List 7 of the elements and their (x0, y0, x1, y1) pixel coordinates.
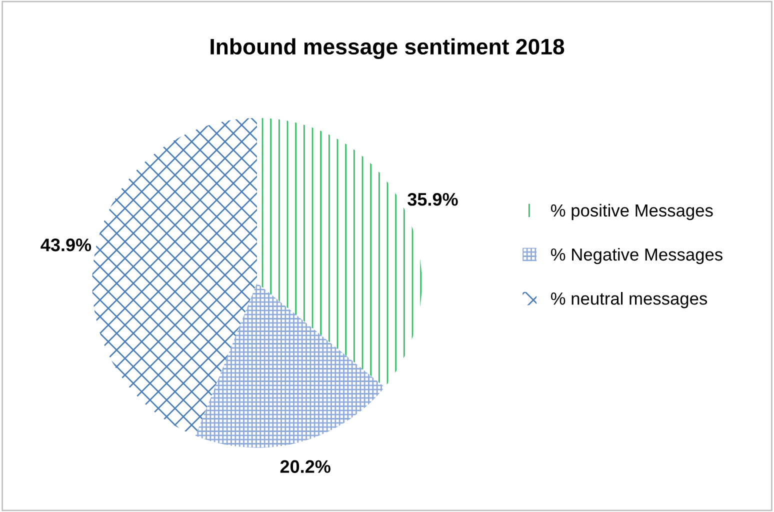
data-label: 35.9% (408, 192, 458, 206)
data-label: 20.2% (280, 460, 330, 473)
data-label: 43.9% (40, 238, 92, 252)
legend-label: % neutral messages (550, 292, 708, 308)
chart-title: Inbound message sentiment 2018 (210, 38, 564, 60)
legend-label: % Negative Messages (550, 248, 722, 264)
legend-label: % positive Messages (550, 204, 713, 220)
